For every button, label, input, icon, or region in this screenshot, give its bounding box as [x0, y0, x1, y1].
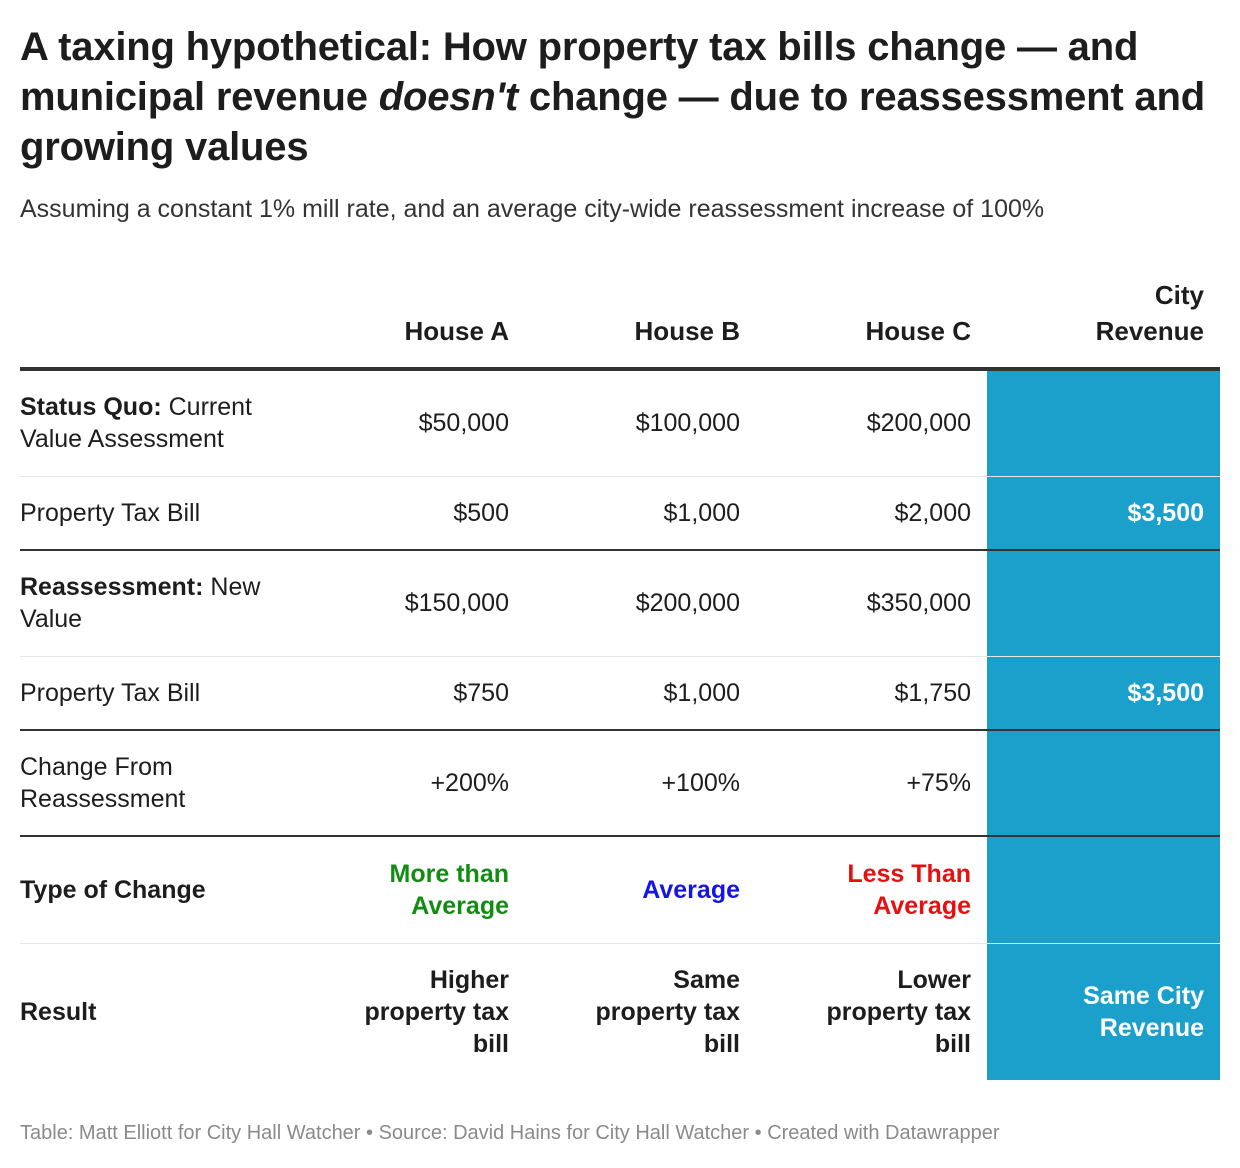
footer-credits: Table: Matt Elliott for City Hall Watche… [20, 1122, 1000, 1144]
subtitle: Assuming a constant 1% mill rate, and an… [20, 195, 1045, 223]
header-empty [20, 266, 310, 369]
row-label-rest: New Value [20, 573, 261, 634]
table-row: Change From Reassessment +200% +100% +75… [20, 730, 1220, 836]
tax-table: House A House B House C City Revenue Sta… [20, 266, 1220, 1080]
header-city-revenue: City Revenue [1095, 280, 1204, 346]
cell-house-c: $350,000 [866, 589, 971, 618]
table-row: Property Tax Bill $750 $1,000 $1,750 $3,… [20, 656, 1220, 730]
cell-house-b: $1,000 [663, 678, 740, 707]
row-label: Property Tax Bill [20, 656, 310, 730]
cell-house-a: Higher property tax bill [364, 965, 509, 1058]
cell-city-revenue [987, 730, 1220, 836]
title-text-1: A taxing hypothetical: How property tax … [20, 25, 1139, 119]
header: A taxing hypothetical: How property tax … [20, 22, 1220, 224]
row-label: Reassessment: New Value [20, 550, 310, 656]
row-label: Result [20, 943, 310, 1080]
row-label: Change From Reassessment [20, 730, 310, 836]
header-house-c: House C [865, 316, 971, 346]
cell-house-a: $50,000 [418, 409, 509, 438]
row-label-bold: Status Quo: [20, 393, 162, 422]
cell-house-b: +100% [661, 769, 740, 797]
cell-city-revenue: $3,500 [987, 476, 1220, 550]
cell-house-c: $2,000 [894, 498, 971, 527]
row-label-rest: Current Value Assessment [20, 393, 252, 454]
cell-city-revenue: $3,500 [987, 656, 1220, 730]
cell-house-c: +75% [906, 769, 971, 797]
title-text-2: change — due to reassessment and growing… [20, 75, 1205, 169]
cell-city-revenue: Same City Revenue [987, 943, 1220, 1080]
row-label: Type of Change [20, 836, 310, 943]
table-row: Type of Change More than Average Average… [20, 836, 1220, 943]
row-label-rest: Change From Reassessment [20, 753, 186, 813]
cell-city-revenue [987, 369, 1220, 476]
table-header-row: House A House B House C City Revenue [20, 266, 1220, 369]
row-label: Property Tax Bill [20, 476, 310, 550]
cell-house-b: $200,000 [635, 589, 740, 618]
table-row: Reassessment: New Value $150,000 $200,00… [20, 550, 1220, 656]
row-label-rest: Property Tax Bill [20, 498, 201, 527]
table-row: Status Quo: Current Value Assessment $50… [20, 369, 1220, 476]
cell-city-revenue [987, 836, 1220, 943]
cell-house-c: $1,750 [894, 678, 971, 707]
cell-house-b: $1,000 [663, 498, 740, 527]
cell-city-revenue [987, 550, 1220, 656]
cell-house-b: Same property tax bill [595, 965, 740, 1058]
cell-house-a: +200% [430, 769, 509, 797]
cell-house-b: $100,000 [635, 409, 740, 438]
row-label-rest: Property Tax Bill [20, 678, 201, 707]
cell-house-c: Lower property tax bill [826, 965, 971, 1058]
cell-house-a: $750 [453, 678, 509, 707]
row-label-bold: Type of Change [20, 875, 206, 904]
cell-house-b: Average [642, 875, 740, 904]
row-label-bold: Reassessment: [20, 573, 204, 602]
row-label: Status Quo: Current Value Assessment [20, 369, 310, 476]
title-emphasis: doesn't [378, 75, 518, 119]
table-row: Result Higher property tax bill Same pro… [20, 943, 1220, 1080]
cell-house-a: $500 [453, 498, 509, 527]
page-title: A taxing hypothetical: How property tax … [20, 22, 1220, 172]
cell-house-a: $150,000 [404, 589, 509, 618]
header-house-b: House B [634, 316, 740, 346]
header-house-a: House A [404, 316, 510, 346]
row-label-bold: Result [20, 997, 97, 1026]
cell-house-c: $200,000 [866, 409, 971, 438]
cell-house-a: More than Average [389, 859, 509, 920]
table-row: Property Tax Bill $500 $1,000 $2,000 $3,… [20, 476, 1220, 550]
cell-house-c: Less Than Average [847, 859, 971, 920]
